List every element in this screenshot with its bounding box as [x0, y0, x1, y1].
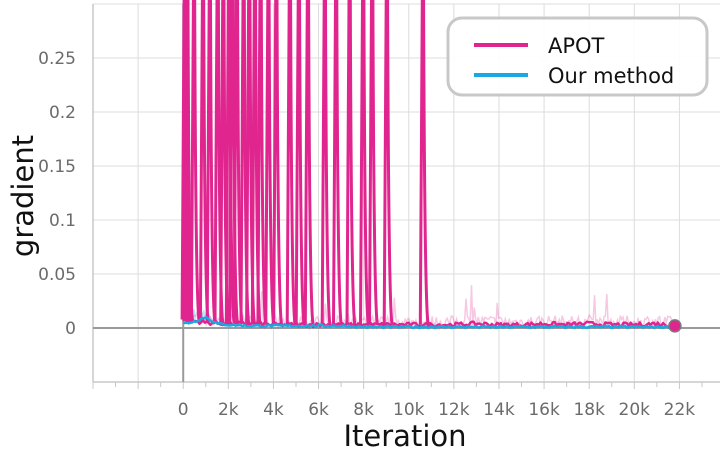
- apot-spike: [185, 160, 190, 324]
- y-axis-label: gradient: [6, 135, 40, 257]
- apot-spike: [189, 0, 201, 322]
- apot-spike: [368, 0, 379, 326]
- apot-spike: [418, 0, 430, 326]
- x-tick-label: 22k: [664, 400, 696, 420]
- apot-spike: [332, 0, 343, 326]
- x-tick-label: 6k: [308, 400, 329, 420]
- legend: APOT Our method: [446, 16, 709, 97]
- y-tick-label: 0.25: [38, 49, 76, 69]
- x-axis-label: Iteration: [343, 419, 466, 453]
- x-tick-label: 14k: [483, 400, 515, 420]
- x-tick-label: 16k: [528, 400, 560, 420]
- x-tick-label: 10k: [393, 400, 425, 420]
- y-tick-label: 0: [65, 319, 76, 339]
- series-lines: [180, 0, 682, 333]
- x-tick-label: 2k: [218, 400, 239, 420]
- apot-spike: [285, 0, 297, 326]
- legend-label-apot: APOT: [548, 34, 605, 58]
- apot-spike: [382, 0, 394, 326]
- x-tick-label: 18k: [573, 400, 605, 420]
- apot-spike: [303, 0, 315, 326]
- apot-spike: [294, 0, 306, 326]
- y-tick-label: 0.1: [49, 211, 76, 231]
- y-tick-label: 0.2: [49, 103, 76, 123]
- apot-spike: [345, 0, 357, 326]
- x-tick-labels: 0 2k 4k 6k 8k 10k 12k 14k 16k 18k 20k 22k: [178, 400, 695, 420]
- apot-spike: [359, 0, 370, 326]
- x-tick-label: 8k: [353, 400, 374, 420]
- apot-spike: [320, 0, 332, 326]
- legend-label-our-method: Our method: [548, 64, 674, 88]
- apot-last-point: [668, 319, 682, 333]
- y-tick-label: 0.15: [38, 157, 76, 177]
- x-tick-label: 4k: [263, 400, 284, 420]
- apot-spike: [272, 0, 284, 326]
- y-tick-label: 0.05: [38, 265, 76, 285]
- x-tick-label: 12k: [438, 400, 470, 420]
- our-method-line: [182, 316, 675, 330]
- x-tick-label: 20k: [619, 400, 651, 420]
- y-tick-labels: 0 0.05 0.1 0.15 0.2 0.25: [38, 49, 76, 339]
- x-tick-label: 0: [178, 400, 189, 420]
